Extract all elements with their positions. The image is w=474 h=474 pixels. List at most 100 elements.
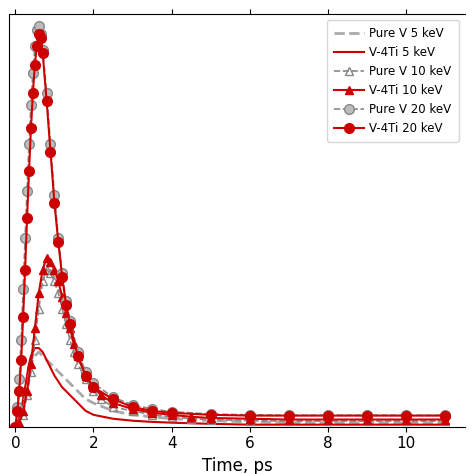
- Pure V 10 keV: [40, 278, 46, 284]
- Pure V 20 keV: [38, 31, 44, 36]
- V-4Ti 5 keV: [44, 357, 49, 363]
- V-4Ti 10 keV: [99, 392, 104, 398]
- V-4Ti 20 keV: [325, 413, 331, 419]
- Pure V 10 keV: [91, 388, 96, 394]
- Pure V 10 keV: [12, 424, 18, 429]
- Pure V 5 keV: [59, 373, 65, 378]
- V-4Ti 10 keV: [91, 384, 96, 390]
- Pure V 20 keV: [20, 286, 26, 292]
- Line: V-4Ti 20 keV: V-4Ti 20 keV: [10, 29, 450, 431]
- Pure V 10 keV: [149, 412, 155, 418]
- V-4Ti 20 keV: [22, 267, 28, 273]
- V-4Ti 10 keV: [40, 267, 46, 273]
- Pure V 10 keV: [208, 417, 213, 422]
- Pure V 5 keV: [40, 353, 46, 359]
- Pure V 20 keV: [26, 141, 32, 146]
- V-4Ti 5 keV: [18, 408, 24, 414]
- Pure V 20 keV: [18, 337, 24, 343]
- Pure V 20 keV: [325, 412, 331, 418]
- V-4Ti 20 keV: [18, 357, 24, 363]
- V-4Ti 10 keV: [208, 415, 213, 421]
- Pure V 5 keV: [20, 396, 26, 402]
- Pure V 10 keV: [286, 418, 292, 424]
- V-4Ti 10 keV: [83, 373, 89, 378]
- Pure V 20 keV: [36, 23, 42, 29]
- V-4Ti 20 keV: [44, 98, 49, 103]
- V-4Ti 5 keV: [22, 384, 28, 390]
- V-4Ti 10 keV: [110, 400, 116, 406]
- V-4Ti 20 keV: [38, 35, 44, 41]
- Pure V 20 keV: [30, 70, 36, 76]
- V-4Ti 20 keV: [442, 413, 448, 419]
- Pure V 5 keV: [67, 381, 73, 386]
- Pure V 20 keV: [286, 412, 292, 418]
- Pure V 20 keV: [55, 235, 61, 241]
- Pure V 10 keV: [52, 278, 57, 284]
- V-4Ti 10 keV: [325, 417, 331, 422]
- Pure V 20 keV: [12, 424, 18, 429]
- Pure V 10 keV: [442, 418, 448, 424]
- V-4Ti 10 keV: [67, 326, 73, 331]
- V-4Ti 5 keV: [28, 353, 34, 359]
- Pure V 5 keV: [130, 412, 136, 418]
- V-4Ti 10 keV: [442, 417, 448, 422]
- V-4Ti 10 keV: [20, 408, 26, 414]
- V-4Ti 20 keV: [83, 373, 89, 378]
- Pure V 20 keV: [44, 90, 49, 96]
- Pure V 20 keV: [63, 298, 69, 304]
- V-4Ti 5 keV: [91, 412, 96, 418]
- Line: Pure V 20 keV: Pure V 20 keV: [10, 21, 450, 431]
- V-4Ti 20 keV: [12, 424, 18, 429]
- V-4Ti 10 keV: [48, 259, 54, 264]
- V-4Ti 20 keV: [28, 125, 34, 131]
- V-4Ti 10 keV: [247, 416, 253, 421]
- V-4Ti 5 keV: [169, 420, 174, 426]
- Pure V 10 keV: [20, 412, 26, 418]
- V-4Ti 5 keV: [325, 422, 331, 428]
- V-4Ti 10 keV: [12, 424, 18, 429]
- V-4Ti 10 keV: [403, 417, 409, 422]
- Pure V 5 keV: [208, 418, 213, 424]
- V-4Ti 20 keV: [286, 413, 292, 419]
- V-4Ti 5 keV: [36, 345, 42, 351]
- V-4Ti 5 keV: [24, 373, 30, 378]
- Pure V 10 keV: [32, 337, 38, 343]
- Pure V 20 keV: [24, 188, 30, 194]
- V-4Ti 20 keV: [364, 413, 370, 419]
- V-4Ti 20 keV: [52, 200, 57, 206]
- Pure V 5 keV: [14, 420, 20, 426]
- Pure V 5 keV: [247, 419, 253, 425]
- V-4Ti 10 keV: [130, 406, 136, 412]
- V-4Ti 10 keV: [59, 294, 65, 300]
- V-4Ti 20 keV: [63, 302, 69, 308]
- Pure V 5 keV: [403, 420, 409, 426]
- Pure V 20 keV: [403, 412, 409, 418]
- Pure V 5 keV: [286, 420, 292, 426]
- Pure V 10 keV: [188, 416, 194, 421]
- V-4Ti 10 keV: [188, 414, 194, 419]
- V-4Ti 5 keV: [40, 349, 46, 355]
- Pure V 10 keV: [364, 418, 370, 424]
- Pure V 20 keV: [32, 43, 38, 48]
- V-4Ti 10 keV: [36, 290, 42, 296]
- Pure V 20 keV: [208, 411, 213, 417]
- V-4Ti 10 keV: [52, 267, 57, 273]
- Line: V-4Ti 5 keV: V-4Ti 5 keV: [15, 348, 445, 427]
- V-4Ti 5 keV: [20, 396, 26, 402]
- Pure V 20 keV: [48, 141, 54, 146]
- Pure V 10 keV: [44, 267, 49, 273]
- Pure V 5 keV: [75, 388, 81, 394]
- V-4Ti 20 keV: [59, 274, 65, 280]
- Pure V 20 keV: [110, 394, 116, 400]
- V-4Ti 20 keV: [169, 410, 174, 416]
- V-4Ti 5 keV: [52, 373, 57, 378]
- Pure V 20 keV: [52, 192, 57, 198]
- Pure V 20 keV: [34, 27, 40, 33]
- Legend: Pure V 5 keV, V-4Ti 5 keV, Pure V 10 keV, V-4Ti 10 keV, Pure V 20 keV, V-4Ti 20 : Pure V 5 keV, V-4Ti 5 keV, Pure V 10 keV…: [327, 20, 459, 142]
- Pure V 10 keV: [17, 420, 22, 426]
- V-4Ti 20 keV: [40, 51, 46, 56]
- V-4Ti 5 keV: [12, 424, 18, 429]
- V-4Ti 20 keV: [48, 149, 54, 155]
- Pure V 10 keV: [83, 377, 89, 383]
- V-4Ti 10 keV: [364, 417, 370, 422]
